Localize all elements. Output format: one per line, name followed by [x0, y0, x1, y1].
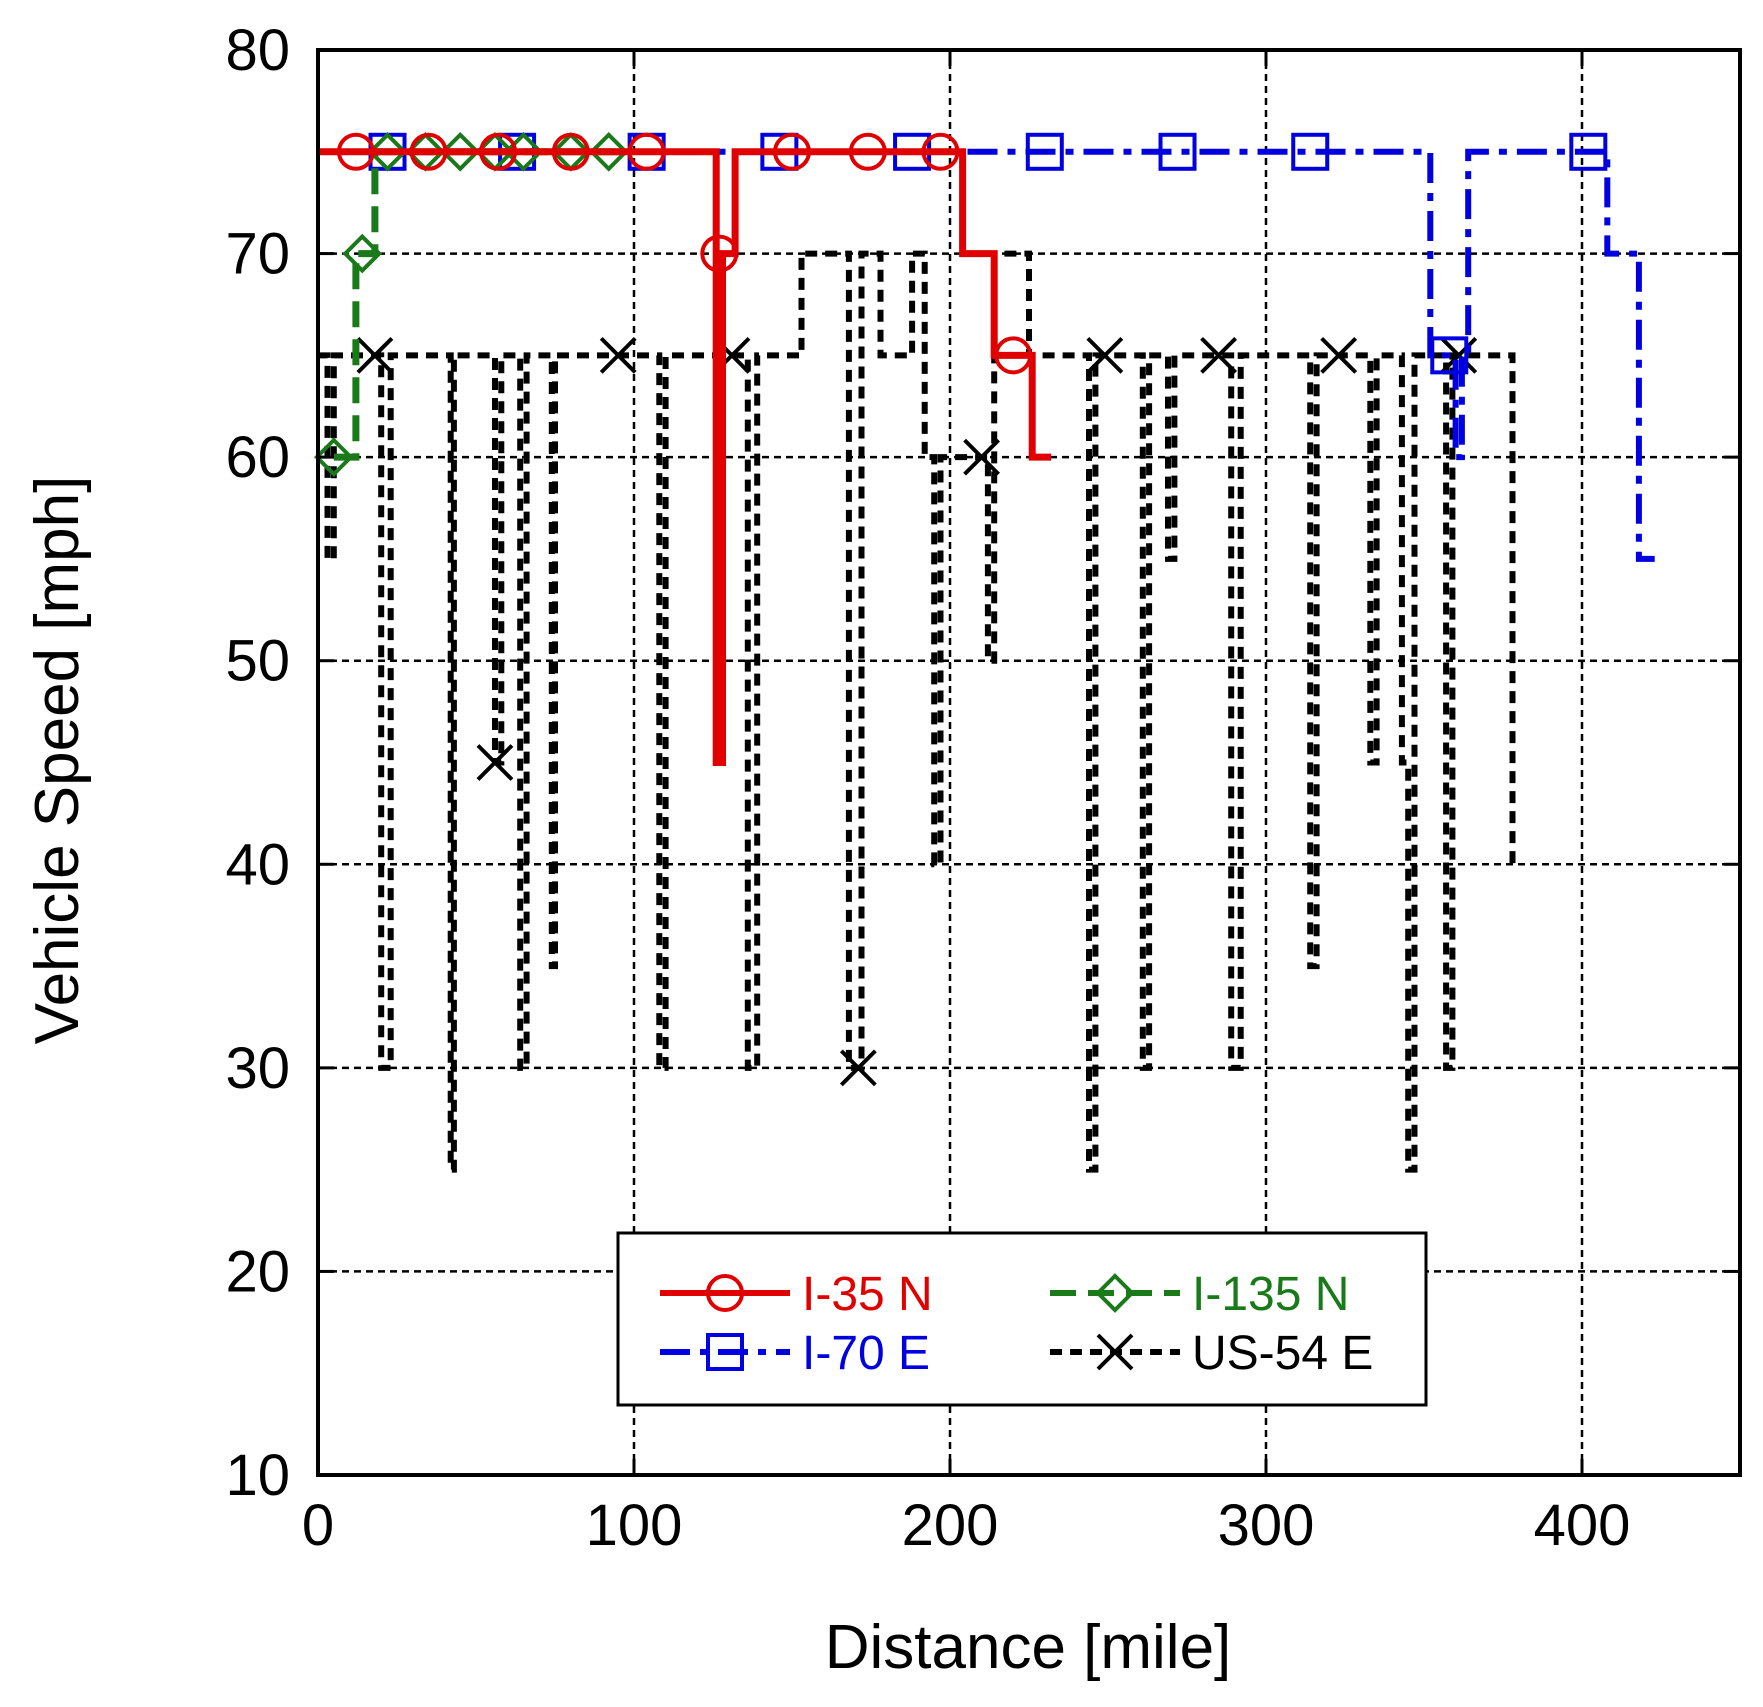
x-tick-label: 100 — [586, 1493, 683, 1558]
data-point-us-54-e — [839, 1049, 877, 1087]
data-point-us-54-e — [1200, 336, 1238, 374]
data-point-i-35-n — [848, 132, 887, 171]
legend-label-i-70-e: I-70 E — [802, 1327, 930, 1380]
x-tick-label: 200 — [902, 1493, 999, 1558]
series-i-35-n — [318, 132, 1052, 766]
data-point-i-135-n — [588, 131, 629, 172]
legend-entry-i-70-e: I-70 E — [660, 1327, 930, 1380]
data-point-us-54-e — [599, 336, 637, 374]
ticks — [316, 48, 1740, 1477]
data-point-us-54-e — [1086, 336, 1124, 374]
data-point-i-35-n — [921, 132, 960, 171]
y-tick-label: 70 — [225, 222, 290, 287]
plot-frame — [316, 48, 1742, 1477]
y-tick-label: 40 — [225, 832, 290, 897]
data-point-i-35-n — [409, 132, 448, 171]
data-point-i-35-n — [773, 132, 811, 171]
y-axis-title: Vehicle Speed [mph] — [23, 476, 92, 1045]
y-tick-label: 10 — [225, 1443, 290, 1508]
series-layer — [313, 131, 1655, 1173]
legend: I-35 N I-135 N I-70 E US-54 E — [616, 1231, 1428, 1407]
data-point-us-54-e — [1440, 336, 1478, 374]
data-point-i-70-e — [1291, 132, 1330, 171]
data-point-i-70-e — [1430, 336, 1469, 375]
legend-label-i-35-n: I-35 N — [802, 1268, 933, 1321]
legend-entry-us-54-e: US-54 E — [1050, 1327, 1373, 1380]
data-point-i-35-n — [994, 336, 1033, 375]
data-point-us-54-e — [963, 438, 1001, 476]
x-axis-title: Distance [mile] — [825, 1613, 1232, 1682]
data-point-i-35-n — [479, 132, 518, 171]
data-point-us-54-e — [356, 336, 394, 374]
x-tick-label: 300 — [1218, 1493, 1315, 1558]
legend-marker-us-54-e — [1096, 1333, 1134, 1371]
series-line-us-54-e — [318, 250, 1519, 1173]
y-tick-label: 50 — [225, 629, 290, 694]
x-tick-label: 400 — [1534, 1493, 1631, 1558]
y-tick-label: 60 — [225, 425, 290, 490]
data-point-i-135-n — [342, 233, 383, 274]
tick-labels: 0 100 200 300 400 10 20 30 40 50 60 70 80 — [225, 18, 1630, 1558]
data-point-i-70-e — [1569, 132, 1608, 171]
data-point-i-35-n — [336, 132, 375, 171]
y-tick-label: 20 — [225, 1239, 290, 1304]
legend-label-i-135-n: I-135 N — [1192, 1268, 1349, 1321]
legend-box — [616, 1231, 1428, 1407]
legend-marker-i-35-n — [706, 1274, 744, 1312]
legend-label-us-54-e: US-54 E — [1192, 1327, 1373, 1380]
data-point-i-35-n — [627, 132, 666, 171]
legend-marker-i-70-e — [706, 1333, 744, 1371]
series-line-i-70-e — [387, 148, 1655, 562]
data-point-us-54-e — [476, 744, 514, 781]
x-tick-label: 0 — [302, 1493, 334, 1558]
data-point-i-135-n — [313, 437, 354, 477]
y-tick-label: 80 — [225, 18, 290, 83]
legend-entry-i-135-n: I-135 N — [1050, 1268, 1349, 1321]
data-point-i-135-n — [440, 131, 481, 172]
data-point-i-135-n — [367, 131, 408, 172]
data-point-us-54-e — [1320, 336, 1358, 374]
data-point-i-35-n — [551, 132, 590, 171]
data-point-i-70-e — [1025, 132, 1064, 171]
y-tick-label: 30 — [225, 1036, 290, 1101]
data-point-i-35-n — [700, 234, 739, 273]
data-point-i-70-e — [1158, 132, 1197, 171]
legend-entry-i-35-n: I-35 N — [660, 1268, 933, 1321]
legend-marker-i-135-n — [1095, 1273, 1135, 1313]
